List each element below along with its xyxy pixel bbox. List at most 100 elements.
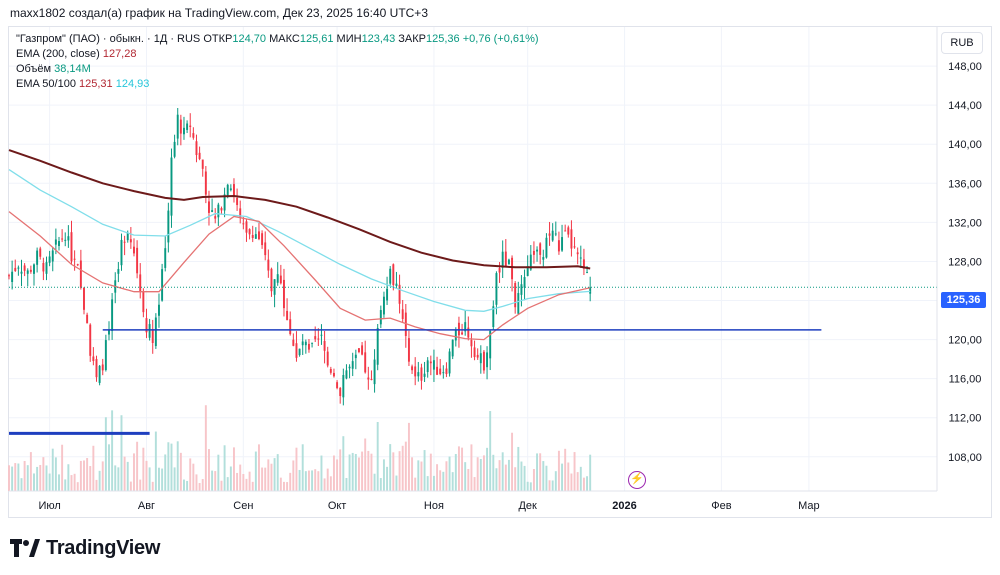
candle-body (551, 230, 554, 241)
volume-bar (401, 445, 404, 491)
volume-bar (304, 471, 307, 491)
series-line (8, 169, 591, 312)
last-price-tag: 125,36 (941, 292, 986, 308)
candle-body (23, 265, 26, 271)
tradingview-logo[interactable]: TradingView (10, 536, 160, 560)
candle-body (198, 152, 201, 159)
volume-bar (504, 464, 507, 491)
candle-body (429, 361, 432, 364)
volume-bar (270, 463, 273, 491)
volume-bar (476, 457, 479, 491)
candle-body (45, 262, 48, 274)
candle-body (339, 387, 342, 397)
candle-body (158, 304, 160, 316)
volume-bar (276, 454, 279, 491)
candle-body (92, 356, 95, 361)
candle-body (370, 379, 373, 381)
volume-bar (564, 448, 567, 491)
candle-body (461, 332, 464, 335)
candle-body (26, 270, 29, 274)
candle-body (261, 233, 264, 246)
candle-body (104, 340, 107, 371)
candle-body (173, 141, 176, 157)
currency-button[interactable]: RUB (941, 32, 983, 54)
candle-body (348, 366, 351, 369)
candle-body (392, 264, 395, 286)
volume-bar (198, 482, 201, 491)
x-tick-label: Сен (233, 500, 253, 512)
volume-bar (11, 466, 14, 491)
volume-bar (354, 453, 357, 491)
volume-bar (173, 467, 176, 491)
volume-bar (79, 460, 82, 491)
volume-bar (367, 450, 370, 491)
volume-bar (142, 447, 145, 491)
candle-body (336, 382, 339, 389)
volume-bar (582, 477, 585, 491)
volume-bar (486, 447, 489, 491)
candle-body (233, 184, 235, 196)
candle-body (126, 232, 129, 241)
volume-bar (26, 465, 29, 491)
volume-bar (183, 479, 185, 491)
volume-bar (373, 473, 376, 491)
volume-bar (323, 478, 326, 491)
legend-ema50100-label[interactable]: EMA 50/100 (16, 78, 76, 90)
y-tick-label: 120,00 (948, 335, 982, 347)
candle-body (214, 216, 217, 219)
candle-body (242, 223, 245, 225)
volume-bar (217, 454, 220, 491)
candle-body (42, 262, 45, 272)
tradingview-logo-icon (10, 539, 40, 557)
volume-bar (220, 480, 223, 491)
y-tick-label: 128,00 (948, 256, 982, 268)
volume-bar (448, 456, 451, 491)
volume-bar (526, 481, 529, 491)
candle-body (532, 250, 535, 255)
candle-body (120, 239, 123, 266)
volume-bar (264, 467, 267, 491)
candle-body (448, 351, 451, 374)
volume-bar (154, 431, 157, 491)
candle-body (304, 341, 307, 346)
volume-bar (398, 451, 401, 491)
y-tick-label: 140,00 (948, 139, 982, 151)
volume-bar (179, 452, 182, 491)
volume-bar (361, 451, 364, 491)
candle-body (367, 377, 370, 380)
candle-body (133, 246, 135, 254)
candle-body (323, 340, 326, 351)
volume-bar (426, 476, 429, 491)
volume-bar (189, 458, 192, 491)
legend-symbol[interactable]: "Газпром" (ПАО) · обыкн. · 1Д · RUS (16, 33, 201, 45)
candle-body (451, 339, 454, 357)
volume-bar (395, 475, 398, 491)
legend-ema200-value: 127,28 (102, 48, 137, 60)
lightning-icon[interactable]: ⚡ (628, 471, 646, 489)
candle-body (14, 267, 17, 271)
volume-bar (95, 479, 98, 491)
candle-body (54, 239, 57, 245)
candle-body (282, 279, 285, 309)
legend-volume-label[interactable]: Объём (16, 63, 52, 75)
volume-bar (139, 479, 142, 491)
volume-bar (457, 446, 460, 491)
legend-ema200-label[interactable]: EMA (200, close) (16, 48, 100, 60)
candle-body (567, 227, 570, 235)
volume-bar (517, 446, 520, 491)
legend-open: 124,70 (232, 33, 267, 45)
candle-body (548, 233, 551, 236)
candle-body (539, 243, 542, 255)
volume-bar (120, 415, 123, 491)
volume-bar (295, 447, 298, 491)
candle-body (464, 322, 467, 332)
candle-body (142, 291, 145, 313)
candle-body (195, 141, 198, 156)
y-tick-label: 136,00 (948, 178, 982, 190)
candle-body (442, 372, 445, 374)
volume-bar (326, 468, 329, 491)
candle-body (436, 366, 439, 375)
candle-body (129, 239, 132, 243)
volume-bar (336, 459, 339, 491)
